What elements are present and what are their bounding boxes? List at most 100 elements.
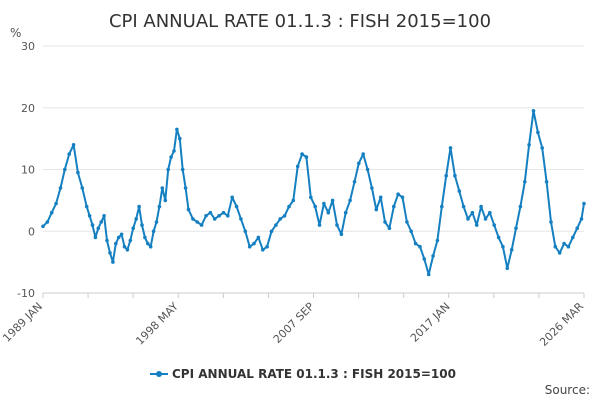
data-point[interactable] — [102, 214, 106, 218]
data-point[interactable] — [553, 244, 558, 249]
data-point[interactable] — [157, 204, 162, 209]
data-point[interactable] — [58, 186, 63, 190]
data-point[interactable] — [365, 167, 370, 172]
data-point[interactable] — [400, 195, 405, 200]
data-point[interactable] — [361, 152, 366, 156]
data-point[interactable] — [453, 173, 457, 178]
data-point[interactable] — [67, 152, 71, 156]
data-point[interactable] — [208, 210, 213, 215]
data-point[interactable] — [137, 204, 141, 209]
data-point[interactable] — [71, 143, 76, 147]
data-point[interactable] — [457, 189, 462, 193]
data-point[interactable] — [41, 224, 45, 229]
data-point[interactable] — [180, 167, 185, 172]
data-point[interactable] — [514, 226, 518, 230]
data-point[interactable] — [96, 226, 101, 230]
data-point[interactable] — [175, 127, 179, 132]
data-point[interactable] — [154, 220, 159, 224]
data-point[interactable] — [217, 214, 221, 218]
data-point[interactable] — [396, 192, 400, 196]
data-point[interactable] — [111, 260, 115, 264]
legend[interactable]: CPI ANNUAL RATE 01.1.3 : FISH 2015=100 — [150, 367, 456, 381]
data-point[interactable] — [378, 195, 383, 200]
data-point[interactable] — [93, 235, 98, 240]
data-point[interactable] — [330, 198, 335, 203]
data-point[interactable] — [479, 204, 483, 209]
data-point[interactable] — [119, 232, 124, 237]
data-point[interactable] — [544, 180, 549, 184]
data-point[interactable] — [239, 217, 243, 221]
data-point[interactable] — [265, 244, 269, 249]
data-point[interactable] — [87, 214, 92, 218]
data-point[interactable] — [474, 223, 479, 227]
data-point[interactable] — [435, 238, 440, 243]
data-point[interactable] — [562, 241, 566, 246]
data-point[interactable] — [204, 214, 208, 218]
data-point[interactable] — [582, 201, 586, 206]
data-point[interactable] — [348, 198, 352, 203]
data-point[interactable] — [261, 248, 265, 252]
data-point[interactable] — [518, 204, 523, 209]
data-point[interactable] — [444, 173, 449, 178]
data-point[interactable] — [108, 251, 112, 255]
data-point[interactable] — [448, 146, 453, 150]
data-point[interactable] — [470, 210, 475, 215]
data-point[interactable] — [571, 235, 575, 240]
data-point[interactable] — [80, 186, 85, 190]
data-point[interactable] — [49, 210, 54, 215]
data-point[interactable] — [304, 155, 309, 159]
data-point[interactable] — [387, 226, 392, 230]
data-point[interactable] — [191, 217, 195, 221]
data-point[interactable] — [343, 210, 348, 215]
data-point[interactable] — [178, 136, 182, 141]
data-point[interactable] — [531, 109, 536, 113]
data-point[interactable] — [509, 248, 514, 252]
data-point[interactable] — [247, 244, 252, 249]
data-point[interactable] — [230, 195, 234, 200]
data-point[interactable] — [370, 186, 374, 190]
data-point[interactable] — [579, 217, 584, 221]
data-point[interactable] — [374, 207, 379, 212]
data-point[interactable] — [527, 143, 531, 147]
data-point[interactable] — [313, 204, 318, 209]
data-point[interactable] — [418, 244, 422, 249]
data-point[interactable] — [114, 241, 118, 246]
data-point[interactable] — [212, 217, 217, 221]
data-point[interactable] — [125, 248, 130, 252]
data-point[interactable] — [488, 210, 492, 215]
data-point[interactable] — [256, 235, 261, 240]
data-point[interactable] — [352, 180, 357, 184]
data-point[interactable] — [160, 186, 165, 190]
data-point[interactable] — [422, 257, 427, 261]
data-point[interactable] — [501, 244, 505, 249]
data-point[interactable] — [269, 229, 274, 234]
data-point[interactable] — [557, 251, 562, 255]
data-point[interactable] — [339, 232, 344, 237]
data-point[interactable] — [183, 186, 188, 190]
data-point[interactable] — [148, 244, 153, 249]
data-point[interactable] — [278, 217, 283, 221]
data-point[interactable] — [483, 217, 488, 221]
data-point[interactable] — [172, 149, 176, 153]
data-point[interactable] — [405, 220, 409, 224]
data-point[interactable] — [140, 223, 144, 227]
data-point[interactable] — [243, 229, 248, 234]
data-point[interactable] — [45, 220, 50, 224]
data-point[interactable] — [291, 198, 296, 203]
data-point[interactable] — [523, 180, 527, 184]
data-point[interactable] — [322, 201, 326, 206]
data-point[interactable] — [295, 164, 300, 169]
data-point[interactable] — [146, 241, 150, 246]
data-point[interactable] — [169, 155, 173, 159]
data-point[interactable] — [335, 223, 339, 227]
data-point[interactable] — [186, 207, 191, 212]
data-point[interactable] — [287, 204, 291, 209]
data-point[interactable] — [84, 204, 89, 209]
data-point[interactable] — [226, 214, 230, 218]
data-point[interactable] — [540, 146, 544, 150]
data-point[interactable] — [234, 204, 239, 209]
data-point[interactable] — [199, 223, 204, 227]
data-point[interactable] — [90, 223, 95, 227]
data-point[interactable] — [300, 152, 304, 156]
data-point[interactable] — [575, 226, 579, 230]
